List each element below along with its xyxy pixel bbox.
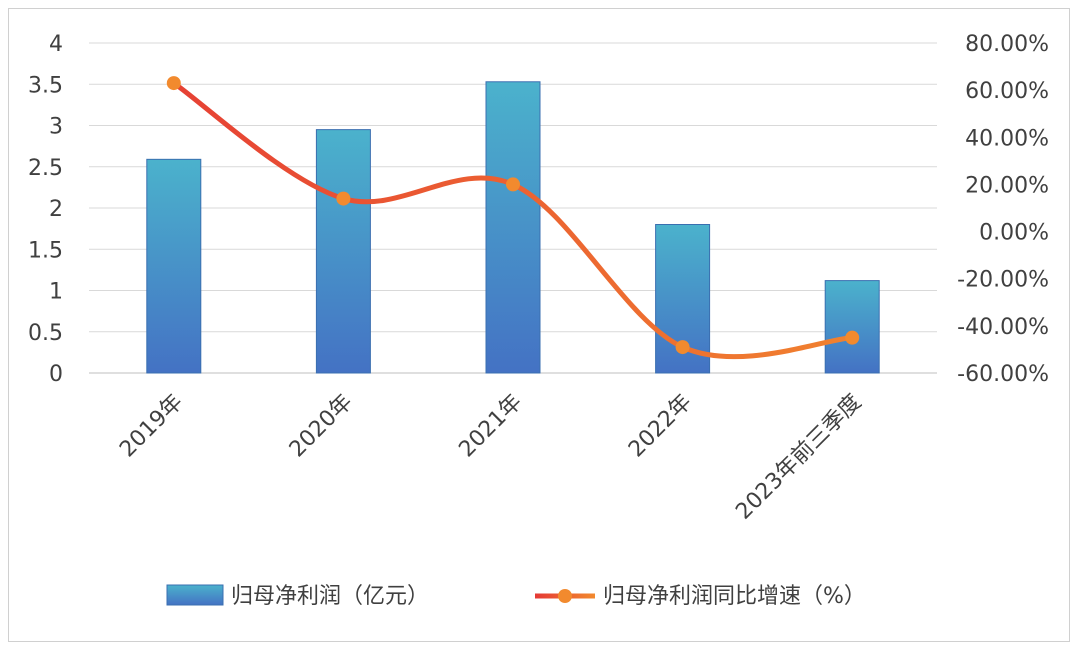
x-axis-tick-label: 2019年 — [115, 390, 188, 463]
line-point — [675, 340, 690, 355]
left-axis-tick-label: 4 — [49, 32, 63, 57]
left-axis-tick-label: 0 — [49, 362, 63, 387]
legend-line-marker — [558, 589, 572, 603]
line-point — [166, 76, 181, 91]
right-axis-tick-label: 80.00% — [965, 32, 1049, 57]
left-axis-tick-label: 0.5 — [28, 321, 63, 346]
right-axis-tick-label: 60.00% — [965, 79, 1049, 104]
line-point — [845, 330, 860, 345]
bar — [824, 280, 880, 374]
legend-bar-label: 归母净利润（亿元） — [231, 584, 429, 609]
x-axis-tick-labels: 2019年 2020年 2021年 2022年 2023年前三季度 — [115, 390, 866, 525]
left-axis-tick-label: 3.5 — [28, 73, 63, 98]
left-axis-tick-label: 3 — [49, 115, 63, 140]
right-axis-tick-labels: -60.00% -40.00% -20.00% 0.00% 20.00% 40.00% 60… — [957, 32, 1049, 387]
combo-chart: 0 0.5 1 1.5 2 2.5 3 3.5 4 -60.00% -40.00% -20.00% 0… — [28, 32, 1049, 609]
line-point — [336, 191, 351, 206]
right-axis-tick-label: -20.00% — [957, 268, 1049, 293]
left-axis-tick-label: 2 — [49, 197, 63, 222]
bar — [315, 129, 371, 374]
left-axis-tick-label: 2.5 — [28, 156, 63, 181]
x-axis-tick-label: 2022年 — [624, 390, 697, 463]
left-axis-tick-label: 1 — [49, 280, 63, 305]
left-axis-tick-label: 1.5 — [28, 238, 63, 263]
right-axis-tick-label: -60.00% — [957, 362, 1049, 387]
left-axis-tick-labels: 0 0.5 1 1.5 2 2.5 3 3.5 4 — [28, 32, 63, 387]
legend: 归母净利润（亿元） 归母净利润同比增速（%） — [166, 584, 866, 609]
line-series — [166, 76, 860, 360]
right-axis-tick-label: 20.00% — [965, 173, 1049, 198]
right-axis-tick-label: 0.00% — [979, 221, 1049, 246]
bar-series — [146, 81, 880, 374]
bar — [146, 158, 202, 374]
legend-line-label: 归母净利润同比增速（%） — [603, 584, 866, 609]
chart-frame: 0 0.5 1 1.5 2 2.5 3 3.5 4 -60.00% -40.00% -20.00% 0… — [8, 8, 1070, 642]
legend-bar-swatch — [166, 584, 224, 606]
x-axis-tick-label: 2023年前三季度 — [731, 390, 866, 525]
right-axis-tick-label: -40.00% — [957, 315, 1049, 340]
x-axis-tick-label: 2021年 — [454, 390, 527, 463]
bar — [485, 81, 541, 374]
line-point — [506, 177, 520, 192]
x-axis-tick-label: 2020年 — [285, 390, 358, 463]
right-axis-tick-label: 40.00% — [965, 126, 1049, 151]
